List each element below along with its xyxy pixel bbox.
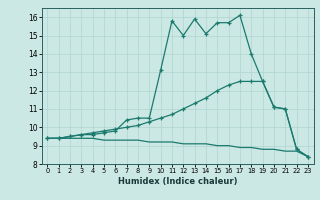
X-axis label: Humidex (Indice chaleur): Humidex (Indice chaleur) (118, 177, 237, 186)
